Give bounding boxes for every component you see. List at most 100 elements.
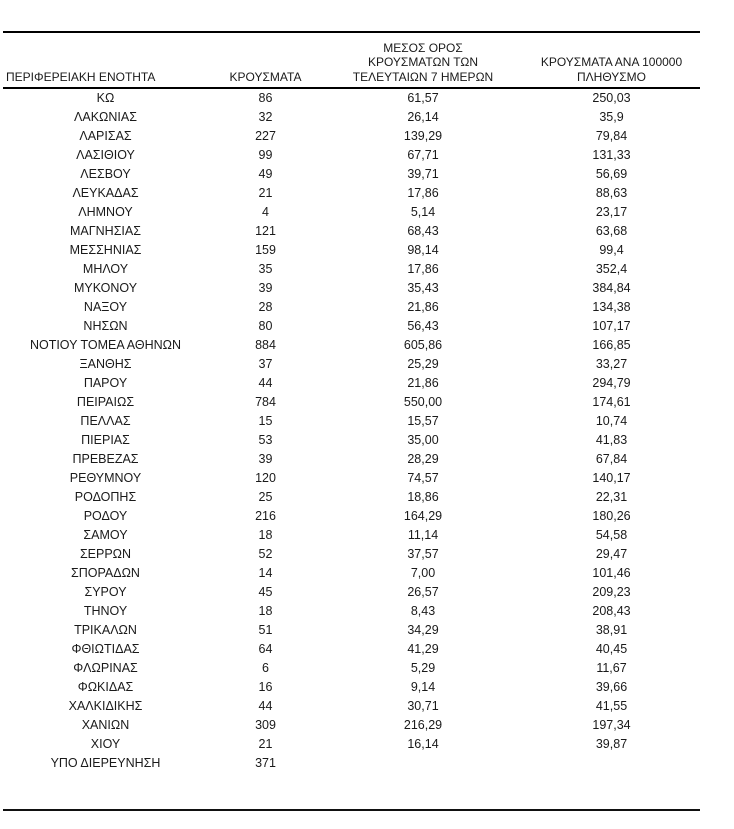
table-row: ΠΙΕΡΙΑΣ 53 35,00 41,83 xyxy=(3,431,700,450)
cases-cell: 21 xyxy=(258,186,273,200)
per-100k-cell: 294,79 xyxy=(592,376,631,390)
per-100k-cell: 39,66 xyxy=(595,680,628,694)
table-row: ΡΟΔΟΥ 216 164,29 180,26 xyxy=(3,507,700,526)
avg-7day-cell: 16,14 xyxy=(407,737,439,751)
avg-7day-cell: 139,29 xyxy=(403,129,443,143)
table-row: ΣΕΡΡΩΝ 52 37,57 29,47 xyxy=(3,545,700,564)
avg-7day-cell: 7,00 xyxy=(410,566,436,580)
avg-7day-cell: 21,86 xyxy=(407,376,439,390)
table-row: ΦΩΚΙΔΑΣ 16 9,14 39,66 xyxy=(3,678,700,697)
per-100k-cell: 38,91 xyxy=(595,623,628,637)
table-row: ΝΑΞΟΥ 28 21,86 134,38 xyxy=(3,298,700,317)
table-body: ΚΩ 86 61,57 250,03 ΛΑΚΩΝΙΑΣ 32 26,14 35,9 ΛΑΡΙΣΑ… xyxy=(3,88,700,773)
cases-cell: 39 xyxy=(258,452,273,466)
header-avg-7day: ΜΕΣΟΣ ΟΡΟΣ ΚΡΟΥΣΜΑΤΩΝ ΤΩΝ ΤΕΛΕΥΤΑΙΩΝ 7 Η… xyxy=(323,33,523,89)
table-row: ΜΗΛΟΥ 35 17,86 352,4 xyxy=(3,260,700,279)
table-row: ΡΕΘΥΜΝΟΥ 120 74,57 140,17 xyxy=(3,469,700,488)
avg-7day-cell: 9,14 xyxy=(410,680,436,694)
per-100k-cell: 88,63 xyxy=(595,186,628,200)
region-cell: ΜΕΣΣΗΝΙΑΣ xyxy=(69,243,142,257)
per-100k-cell: 41,83 xyxy=(595,433,628,447)
table-row: ΜΑΓΝΗΣΙΑΣ 121 68,43 63,68 xyxy=(3,222,700,241)
region-cell: ΜΗΛΟΥ xyxy=(82,262,129,276)
cases-cell: 18 xyxy=(258,604,273,618)
region-cell: ΠΕΛΛΑΣ xyxy=(80,414,131,428)
avg-7day-cell: 34,29 xyxy=(407,623,439,637)
region-cell: ΦΛΩΡΙΝΑΣ xyxy=(73,661,138,675)
region-cell: ΦΩΚΙΔΑΣ xyxy=(77,680,134,694)
region-cell: ΣΑΜΟΥ xyxy=(83,528,128,542)
region-cell: ΛΑΚΩΝΙΑΣ xyxy=(74,110,137,124)
per-100k-cell: 33,27 xyxy=(595,357,628,371)
cases-cell: 120 xyxy=(255,471,276,485)
region-cell: ΦΘΙΩΤΙΔΑΣ xyxy=(71,642,140,656)
table-row: ΝΗΣΩΝ 80 56,43 107,17 xyxy=(3,317,700,336)
region-cell: ΠΕΙΡΑΙΩΣ xyxy=(76,395,135,409)
region-cell: ΛΑΡΙΣΑΣ xyxy=(79,129,132,143)
table-row: ΜΕΣΣΗΝΙΑΣ 159 98,14 99,4 xyxy=(3,241,700,260)
region-cell: ΝΑΞΟΥ xyxy=(83,300,128,314)
table-row: ΠΑΡΟΥ 44 21,86 294,79 xyxy=(3,374,700,393)
table-row: ΣΑΜΟΥ 18 11,14 54,58 xyxy=(3,526,700,545)
per-100k-cell: 180,26 xyxy=(592,509,631,523)
cases-cell: 64 xyxy=(258,642,273,656)
cases-cell: 52 xyxy=(258,547,273,561)
region-cell: ΤΡΙΚΑΛΩΝ xyxy=(74,623,137,637)
region-cell: ΞΑΝΘΗΣ xyxy=(79,357,132,371)
per-100k-cell: 22,31 xyxy=(595,490,628,504)
region-cell: ΜΑΓΝΗΣΙΑΣ xyxy=(70,224,141,238)
avg-7day-cell xyxy=(323,754,523,773)
table-row: ΠΕΙΡΑΙΩΣ 784 550,00 174,61 xyxy=(3,393,700,412)
per-100k-cell: 56,69 xyxy=(595,167,628,181)
per-100k-cell: 134,38 xyxy=(592,300,631,314)
cases-cell: 159 xyxy=(255,243,276,257)
per-100k-cell: 131,33 xyxy=(592,148,631,162)
table-row: ΧΙΟΥ 21 16,14 39,87 xyxy=(3,735,700,754)
table-row: ΧΑΝΙΩΝ 309 216,29 197,34 xyxy=(3,716,700,735)
table-row: ΛΑΚΩΝΙΑΣ 32 26,14 35,9 xyxy=(3,108,700,127)
region-cell: ΠΙΕΡΙΑΣ xyxy=(81,433,130,447)
cases-cell: 86 xyxy=(258,91,273,105)
table-row: ΦΘΙΩΤΙΔΑΣ 64 41,29 40,45 xyxy=(3,640,700,659)
region-cell: ΥΠΟ ΔΙΕΡΕΥΝΗΣΗ xyxy=(50,756,161,770)
avg-7day-cell: 67,71 xyxy=(407,148,439,162)
cases-cell: 309 xyxy=(255,718,276,732)
cases-cell: 32 xyxy=(258,110,273,124)
avg-7day-cell: 216,29 xyxy=(403,718,443,732)
regional-cases-table: ΠΕΡΙΦΕΡΕΙΑΚΗ ΕΝΟΤΗΤΑ ΚΡΟΥΣΜΑΤΑ ΜΕΣΟΣ ΟΡΟ… xyxy=(3,33,700,773)
avg-7day-cell: 164,29 xyxy=(403,509,443,523)
table-row: ΛΑΣΙΘΙΟΥ 99 67,71 131,33 xyxy=(3,146,700,165)
region-cell: ΜΥΚΟΝΟΥ xyxy=(73,281,138,295)
per-100k-cell: 107,17 xyxy=(592,319,631,333)
avg-7day-cell: 61,57 xyxy=(407,91,439,105)
avg-7day-cell: 8,43 xyxy=(410,604,436,618)
per-100k-cell: 35,9 xyxy=(599,110,624,124)
per-100k-cell: 41,55 xyxy=(595,699,628,713)
avg-7day-cell: 17,86 xyxy=(407,186,439,200)
table-row: ΛΕΣΒΟΥ 49 39,71 56,69 xyxy=(3,165,700,184)
avg-7day-cell: 98,14 xyxy=(407,243,439,257)
avg-7day-cell: 605,86 xyxy=(403,338,443,352)
per-100k-cell xyxy=(523,754,700,773)
table-row: ΧΑΛΚΙΔΙΚΗΣ 44 30,71 41,55 xyxy=(3,697,700,716)
cases-cell: 44 xyxy=(258,376,273,390)
per-100k-cell: 140,17 xyxy=(592,471,631,485)
region-cell: ΣΠΟΡΑΔΩΝ xyxy=(71,566,140,580)
cases-cell: 25 xyxy=(258,490,273,504)
cases-cell: 45 xyxy=(258,585,273,599)
cases-cell: 371 xyxy=(255,756,276,770)
cases-cell: 227 xyxy=(255,129,276,143)
region-cell: ΧΙΟΥ xyxy=(90,737,121,751)
region-cell: ΣΥΡΟΥ xyxy=(84,585,127,599)
region-cell: ΠΑΡΟΥ xyxy=(83,376,128,390)
header-per-100k: ΚΡΟΥΣΜΑΤΑ ΑΝΑ 100000 ΠΛΗΘΥΣΜΟ xyxy=(523,33,700,89)
region-cell: ΤΗΝΟΥ xyxy=(83,604,128,618)
region-cell: ΝΗΣΩΝ xyxy=(83,319,128,333)
avg-7day-cell: 37,57 xyxy=(407,547,439,561)
cases-cell: 39 xyxy=(258,281,273,295)
cases-cell: 44 xyxy=(258,699,273,713)
header-region: ΠΕΡΙΦΕΡΕΙΑΚΗ ΕΝΟΤΗΤΑ xyxy=(3,33,208,89)
table-row: ΠΕΛΛΑΣ 15 15,57 10,74 xyxy=(3,412,700,431)
cases-cell: 16 xyxy=(258,680,273,694)
cases-cell: 784 xyxy=(255,395,276,409)
